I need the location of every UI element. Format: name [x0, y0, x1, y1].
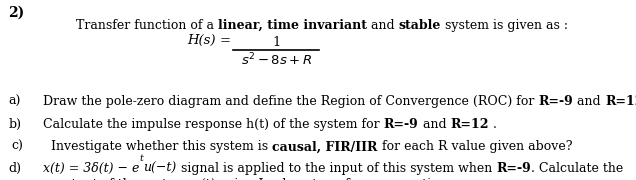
Text: Draw the pole-zero diagram and define the Region of Convergence (ROC) for: Draw the pole-zero diagram and define th… [43, 95, 539, 108]
Text: 2): 2) [8, 5, 25, 19]
Text: Investigate whether this system is: Investigate whether this system is [43, 140, 272, 153]
Text: .: . [488, 118, 497, 131]
Text: 1: 1 [272, 36, 280, 49]
Text: u(−t): u(−t) [144, 162, 177, 175]
Text: t: t [140, 154, 144, 163]
Text: system is given as :: system is given as : [441, 19, 569, 32]
Text: and: and [574, 95, 605, 108]
Text: causal, FIR/IIR: causal, FIR/IIR [272, 140, 378, 153]
Text: stable: stable [399, 19, 441, 32]
Text: Transfer function of a: Transfer function of a [76, 19, 218, 32]
Text: output of the system,: output of the system, [56, 178, 194, 180]
Text: R=12: R=12 [450, 118, 488, 131]
Text: signal is applied to the input of this system when: signal is applied to the input of this s… [177, 162, 496, 175]
Text: Calculate the impulse response h(t) of the system for: Calculate the impulse response h(t) of t… [43, 118, 384, 131]
Text: c): c) [11, 140, 24, 153]
Text: x(t) = 3δ(t) − e: x(t) = 3δ(t) − e [43, 162, 140, 175]
Text: R=-9: R=-9 [539, 95, 574, 108]
Text: R=-9: R=-9 [496, 162, 531, 175]
Text: . Calculate the: . Calculate the [531, 162, 623, 175]
Text: R=12: R=12 [605, 95, 636, 108]
Text: R=-9: R=-9 [384, 118, 418, 131]
Text: using Laplace transform properties.: using Laplace transform properties. [216, 178, 448, 180]
Text: d): d) [8, 162, 21, 175]
Text: linear, time invariant: linear, time invariant [218, 19, 368, 32]
Text: b): b) [8, 118, 21, 131]
Text: =: = [219, 34, 230, 47]
Text: and: and [418, 118, 450, 131]
Text: a): a) [8, 95, 20, 108]
Text: for each R value given above?: for each R value given above? [378, 140, 572, 153]
Text: y(t): y(t) [194, 178, 216, 180]
Text: H(s): H(s) [188, 34, 216, 47]
Text: and: and [368, 19, 399, 32]
Text: $s^{2} - 8s + R$: $s^{2} - 8s + R$ [240, 52, 312, 69]
